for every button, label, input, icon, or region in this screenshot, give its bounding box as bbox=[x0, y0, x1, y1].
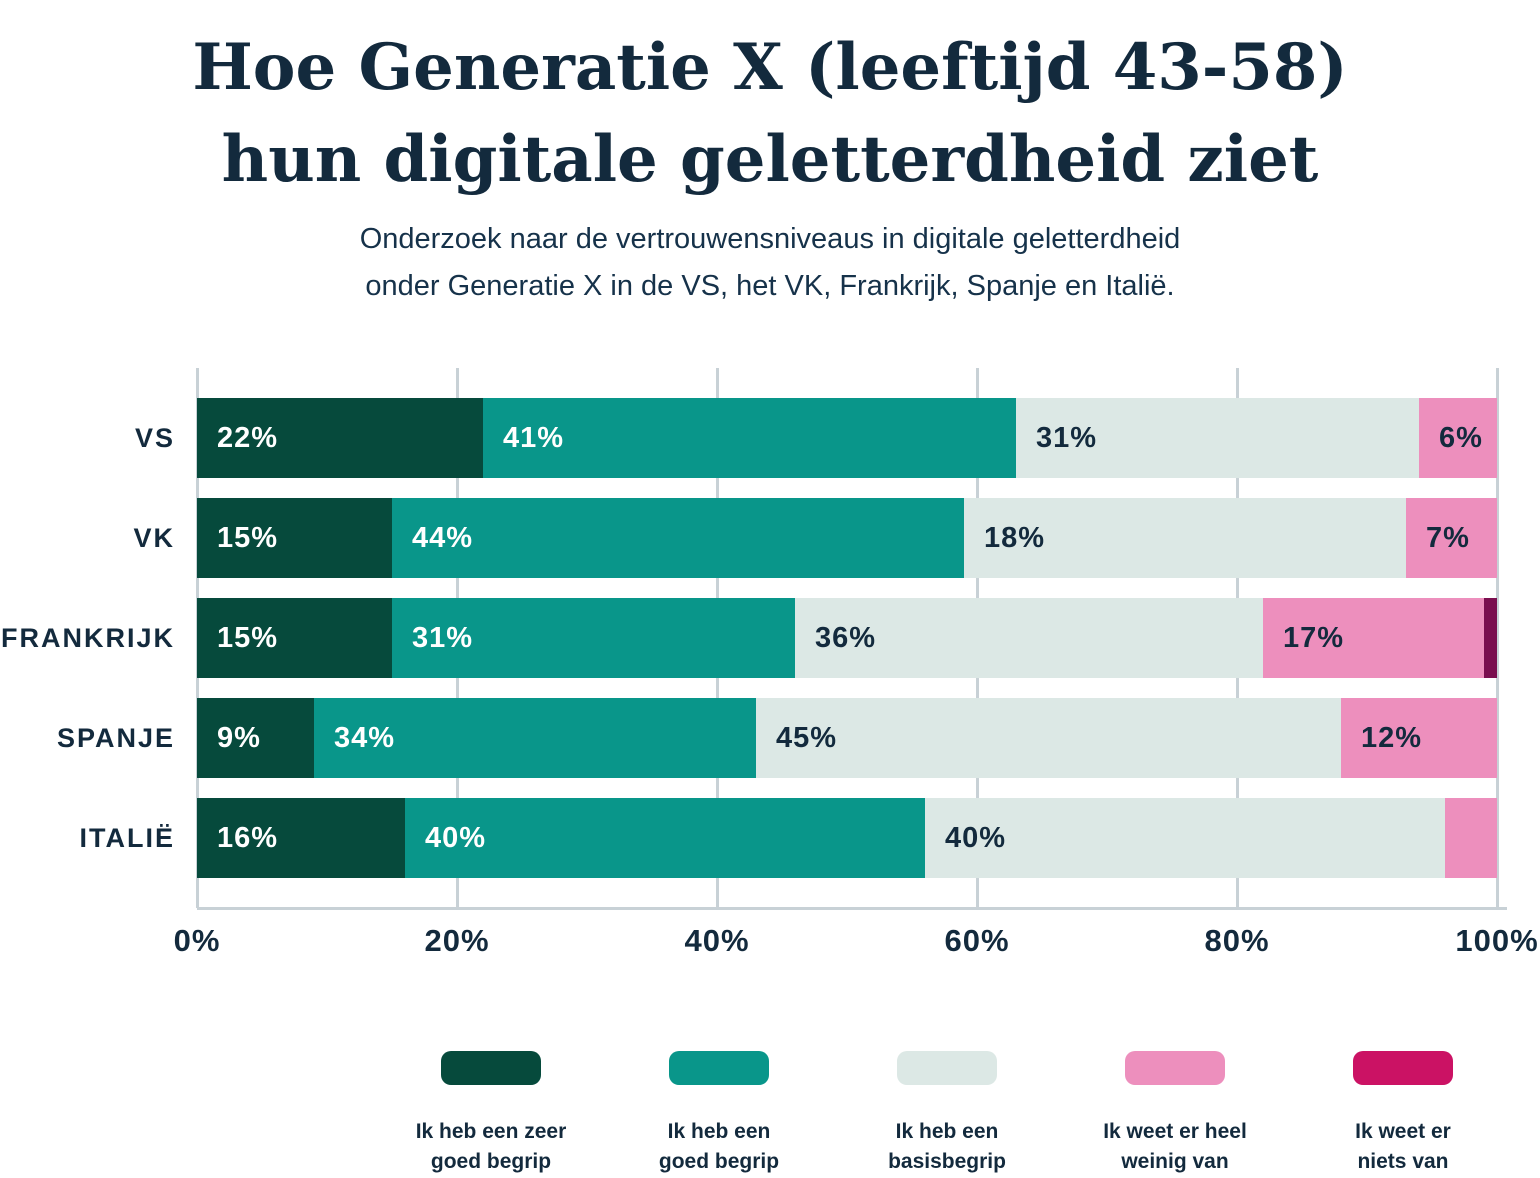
bar-segment: 31% bbox=[392, 598, 795, 678]
category-label: VK bbox=[133, 523, 175, 553]
page-subtitle: Onderzoek naar de vertrouwensniveaus in … bbox=[0, 216, 1540, 310]
legend-swatch bbox=[897, 1051, 997, 1085]
bar-segment: 9% bbox=[197, 698, 314, 778]
bar-segment-label: 16% bbox=[217, 821, 279, 854]
legend-label: Ik heb een goed begrip bbox=[659, 1117, 779, 1177]
bar-segment-label: 31% bbox=[412, 621, 474, 654]
legend-label-line-1: Ik weet er heel bbox=[1103, 1120, 1247, 1143]
bar-segment-label: 9% bbox=[217, 721, 261, 754]
x-tick-label: 40% bbox=[684, 923, 750, 958]
bar-segment: 6% bbox=[1419, 398, 1497, 478]
legend-swatch bbox=[1353, 1051, 1453, 1085]
x-tick-label: 0% bbox=[173, 923, 221, 958]
legend-label-line-2: niets van bbox=[1357, 1150, 1449, 1173]
x-tick-label: 20% bbox=[424, 923, 490, 958]
legend-label-line-1: Ik heb een zeer bbox=[415, 1120, 567, 1143]
legend-label-line-1: Ik heb een bbox=[667, 1120, 771, 1143]
bar-segment: 17% bbox=[1263, 598, 1484, 678]
bar-segment: 36% bbox=[795, 598, 1263, 678]
legend-item: Ik heb een zeer goed begrip bbox=[377, 1051, 605, 1177]
category-label: ITALIË bbox=[79, 823, 175, 853]
legend-item: Ik weet er niets van bbox=[1289, 1051, 1517, 1177]
legend-swatch bbox=[441, 1051, 541, 1085]
bar-row: FRANKRIJK 15% 31% 36% 17% bbox=[0, 598, 1540, 678]
bar-segment-label: 15% bbox=[217, 521, 279, 554]
bar-segment-label: 41% bbox=[503, 421, 565, 454]
bar-segment-label: 36% bbox=[815, 621, 877, 654]
subtitle-line-1: Onderzoek naar de vertrouwensniveaus in … bbox=[359, 223, 1181, 255]
bar-segment: 7% bbox=[1406, 498, 1497, 578]
bar-segment: 31% bbox=[1016, 398, 1419, 478]
bar-segment-label: 40% bbox=[425, 821, 487, 854]
bar-segment bbox=[1445, 798, 1497, 878]
x-axis-line bbox=[197, 907, 1507, 910]
legend-label: Ik heb een basisbegrip bbox=[888, 1117, 1006, 1177]
legend-label-line-2: goed begrip bbox=[658, 1150, 780, 1173]
legend-swatch bbox=[1125, 1051, 1225, 1085]
legend-label-line-2: goed begrip bbox=[430, 1150, 552, 1173]
subtitle-line-2: onder Generatie X in de VS, het VK, Fran… bbox=[365, 270, 1175, 302]
bar-row: VK 15% 44% 18% 7% bbox=[0, 498, 1540, 578]
category-label: SPANJE bbox=[56, 723, 175, 753]
bar-segment-label: 7% bbox=[1426, 521, 1470, 554]
bar-strip: 15% 44% 18% 7% bbox=[197, 498, 1497, 578]
bar-segment: 15% bbox=[197, 498, 392, 578]
bar-row: SPANJE 9% 34% 45% 12% bbox=[0, 698, 1540, 778]
bar-strip: 9% 34% 45% 12% bbox=[197, 698, 1497, 778]
bar-segment: 34% bbox=[314, 698, 756, 778]
x-tick-label: 80% bbox=[1204, 923, 1270, 958]
bar-strip: 16% 40% 40% bbox=[197, 798, 1497, 878]
bar-row: ITALIË 16% 40% 40% bbox=[0, 798, 1540, 878]
legend-label-line-1: Ik heb een bbox=[895, 1120, 999, 1143]
x-tick-label: 100% bbox=[1455, 923, 1539, 958]
category-label: VS bbox=[134, 423, 175, 453]
bar-segment-label: 40% bbox=[945, 821, 1007, 854]
legend-swatch bbox=[669, 1051, 769, 1085]
legend-item: Ik heb een basisbegrip bbox=[833, 1051, 1061, 1177]
bar-segment: 16% bbox=[197, 798, 405, 878]
bar-strip: 15% 31% 36% 17% bbox=[197, 598, 1497, 678]
gridline bbox=[1496, 368, 1499, 908]
page-title: Hoe Generatie X (leeftijd 43-58) hun digi… bbox=[0, 22, 1540, 206]
bar-segment-label: 34% bbox=[334, 721, 396, 754]
bar-segment: 22% bbox=[197, 398, 483, 478]
title-line-1: Hoe Generatie X (leeftijd 43-58) bbox=[192, 30, 1348, 105]
bar-segment-label: 17% bbox=[1283, 621, 1345, 654]
bar-segment: 41% bbox=[483, 398, 1016, 478]
legend-label: Ik heb een zeer goed begrip bbox=[416, 1117, 567, 1177]
legend-label-line-2: weinig van bbox=[1121, 1150, 1229, 1173]
bar-segment: 18% bbox=[964, 498, 1406, 578]
bar-segment-label: 6% bbox=[1439, 421, 1483, 454]
legend-label-line-1: Ik weet er bbox=[1355, 1120, 1451, 1143]
legend-label: Ik weet er niets van bbox=[1355, 1117, 1451, 1177]
x-tick-label: 60% bbox=[944, 923, 1010, 958]
legend-item: Ik heb een goed begrip bbox=[605, 1051, 833, 1177]
legend-item: Ik weet er heel weinig van bbox=[1061, 1051, 1289, 1177]
category-label: FRANKRIJK bbox=[0, 623, 175, 653]
bar-segment: 44% bbox=[392, 498, 964, 578]
bar-segment: 40% bbox=[925, 798, 1445, 878]
bar-segment-label: 18% bbox=[984, 521, 1046, 554]
legend: Ik heb een zeer goed begrip Ik heb een goed… bbox=[0, 1051, 1540, 1177]
legend-label-line-2: basisbegrip bbox=[888, 1150, 1006, 1173]
bar-segment: 12% bbox=[1341, 698, 1497, 778]
bar-segment: 45% bbox=[756, 698, 1341, 778]
title-line-2: hun digitale geletterdheid ziet bbox=[221, 122, 1319, 197]
bar-segment-label: 12% bbox=[1361, 721, 1423, 754]
legend-label: Ik weet er heel weinig van bbox=[1103, 1117, 1247, 1177]
bar-segment-label: 45% bbox=[776, 721, 838, 754]
bar-segment-label: 22% bbox=[217, 421, 279, 454]
bar-segment: 40% bbox=[405, 798, 925, 878]
bar-segment-label: 15% bbox=[217, 621, 279, 654]
bar-segment-label: 31% bbox=[1036, 421, 1098, 454]
bar-strip: 22% 41% 31% 6% bbox=[197, 398, 1497, 478]
bar-segment: 15% bbox=[197, 598, 392, 678]
bar-segment bbox=[1484, 598, 1497, 678]
bar-row: VS 22% 41% 31% 6% bbox=[0, 398, 1540, 478]
bar-segment-label: 44% bbox=[412, 521, 474, 554]
